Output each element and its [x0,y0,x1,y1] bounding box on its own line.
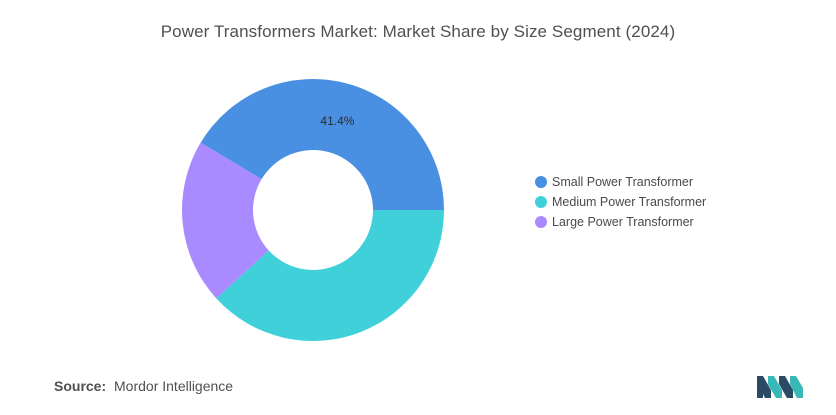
legend-swatch-medium [535,196,547,208]
legend-swatch-small [535,176,547,188]
legend-item-medium: Medium Power Transformer [535,192,706,212]
data-label-small: 41.4% [320,114,354,128]
mordor-intelligence-logo-icon [757,376,803,398]
legend-label-large: Large Power Transformer [552,215,694,229]
donut-data-labels: 41.4% [320,114,354,128]
legend-item-large: Large Power Transformer [535,212,706,232]
source-note: Source: Mordor Intelligence [54,378,233,394]
donut-slice-small [200,78,444,210]
legend-label-medium: Medium Power Transformer [552,195,707,209]
source-value: Mordor Intelligence [114,378,234,394]
donut-slices [181,78,444,342]
donut-slice-large [181,142,269,299]
donut-slice-medium [216,210,444,342]
source-label: Source: [54,378,107,394]
chart-title: Power Transformers Market: Market Share … [160,22,676,41]
legend-swatch-large [535,216,547,228]
legend-label-small: Small Power Transformer [552,175,694,189]
legend-item-small: Small Power Transformer [535,172,706,192]
legend: Small Power Transformer Medium Power Tra… [535,172,706,232]
